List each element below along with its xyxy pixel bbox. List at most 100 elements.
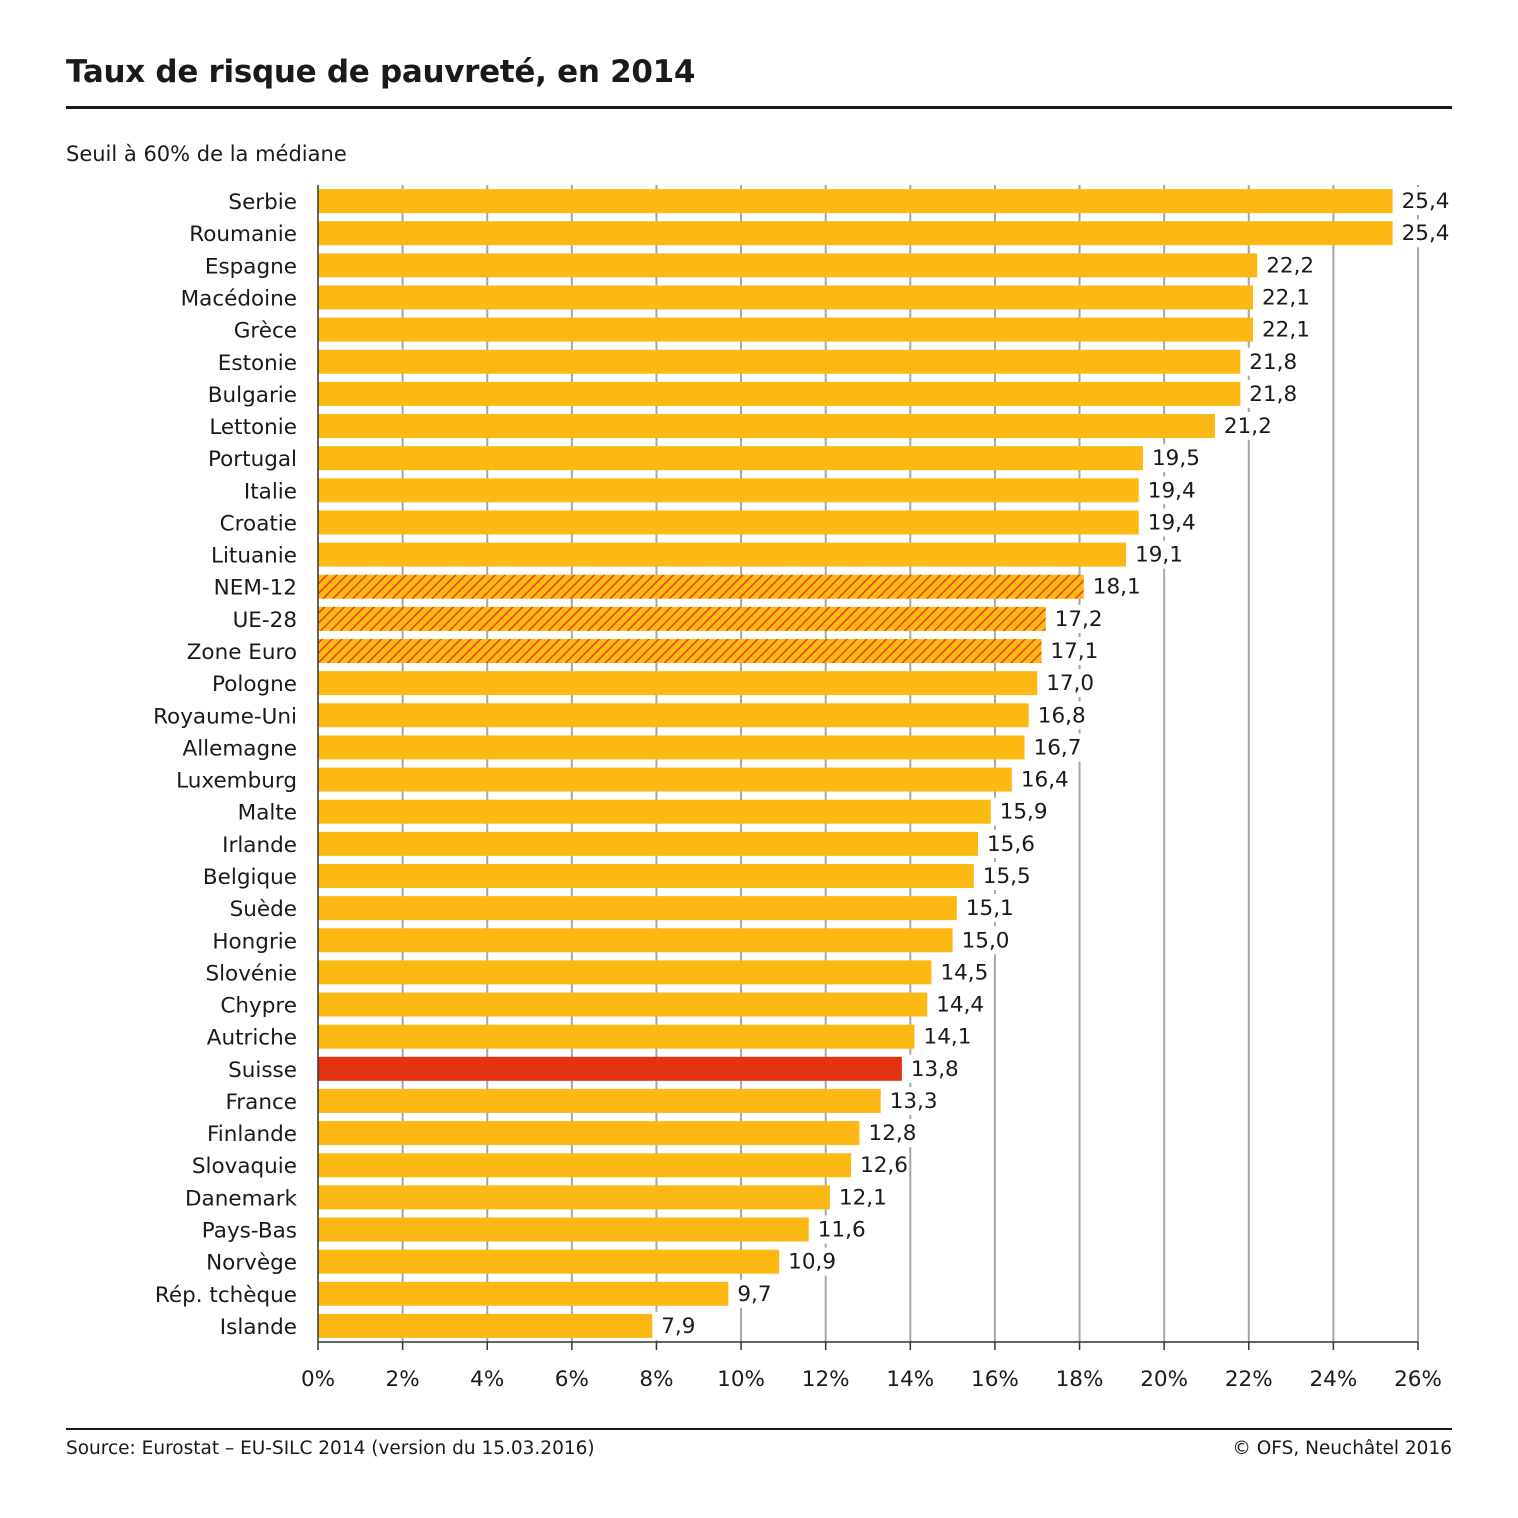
x-tick-label: 20% <box>1140 1367 1188 1392</box>
value-label-bg <box>1029 701 1086 730</box>
bar <box>318 1056 902 1081</box>
category-label: Norvège <box>206 1251 297 1276</box>
bar <box>318 639 1042 664</box>
category-label: Suisse <box>228 1058 297 1083</box>
category-label: Belgique <box>203 865 297 890</box>
value-label: 19,4 <box>1148 510 1196 535</box>
bar <box>318 349 1241 374</box>
category-label: Luxemburg <box>176 769 297 794</box>
value-label-bg <box>979 829 1035 858</box>
value-labels: 25,4 25,4 22,2 22,1 22,1 21,8 21,8 21,2 19,5 19,4… <box>661 189 1449 1339</box>
category-label: Pologne <box>212 672 297 697</box>
value-label: 12,8 <box>869 1121 917 1146</box>
value-label-bg <box>1393 187 1450 216</box>
bar <box>318 1217 809 1242</box>
bar <box>318 253 1258 278</box>
x-tick-label: 4% <box>470 1367 504 1392</box>
bar <box>318 189 1393 214</box>
bar <box>318 221 1393 246</box>
x-axis: 0% 2% 4% 6% 8% 10% 12% 14% 16% 18% 20% 22% 24% 26% <box>301 185 1442 1392</box>
category-label: Autriche <box>207 1026 297 1051</box>
bar <box>318 1249 780 1274</box>
value-label-bg <box>974 861 1031 890</box>
value-label-bg <box>1254 315 1310 344</box>
value-label: 22,1 <box>1262 318 1310 343</box>
category-label: Lettonie <box>209 415 297 440</box>
value-label: 15,0 <box>962 928 1010 953</box>
x-tick-label: 22% <box>1225 1367 1273 1392</box>
value-label: 10,9 <box>788 1250 836 1275</box>
bar <box>318 606 1046 631</box>
category-labels: Serbie Roumanie Espagne Macédoine Grèce Eston… <box>153 190 297 1340</box>
value-label-bg <box>932 958 989 987</box>
category-label: Chypre <box>220 994 297 1019</box>
bars <box>318 187 1450 1340</box>
value-label: 9,7 <box>737 1282 771 1307</box>
value-label: 15,1 <box>966 896 1014 921</box>
bar <box>318 317 1253 342</box>
bar <box>318 510 1139 535</box>
x-tick-label: 18% <box>1056 1367 1104 1392</box>
value-label-bg <box>1139 508 1196 537</box>
value-label-bg <box>953 926 1010 955</box>
value-label-bg <box>1393 219 1450 248</box>
value-label: 22,1 <box>1262 285 1310 310</box>
x-tick-label: 10% <box>717 1367 765 1392</box>
value-label: 25,4 <box>1402 189 1450 214</box>
value-label-bg <box>860 1119 917 1148</box>
category-label: Malte <box>238 801 297 826</box>
value-label: 19,5 <box>1152 446 1200 471</box>
value-label: 11,6 <box>818 1218 866 1243</box>
value-label: 14,1 <box>924 1025 972 1050</box>
value-label: 13,3 <box>890 1089 938 1114</box>
x-tick-label: 6% <box>555 1367 589 1392</box>
category-label: Irlande <box>222 833 297 858</box>
bar <box>318 1281 729 1306</box>
x-tick-label: 8% <box>639 1367 673 1392</box>
category-label: Allemagne <box>182 736 297 761</box>
category-label: Espagne <box>205 254 297 279</box>
bar <box>318 478 1139 503</box>
bar <box>318 542 1127 567</box>
value-label-bg <box>809 1215 866 1244</box>
value-label-bg <box>1241 347 1298 376</box>
category-label: Portugal <box>208 447 297 472</box>
value-label-bg <box>1144 444 1200 473</box>
x-tick-label: 26% <box>1394 1367 1442 1392</box>
bar <box>318 671 1038 696</box>
category-label: Bulgarie <box>208 383 297 408</box>
value-label: 12,1 <box>839 1185 887 1210</box>
value-label: 15,9 <box>1000 800 1048 825</box>
x-tick-label: 12% <box>802 1367 850 1392</box>
bar <box>318 446 1143 471</box>
value-label-bg <box>881 1086 938 1115</box>
value-label-bg <box>852 1151 909 1180</box>
footer-rule <box>66 1428 1452 1430</box>
value-label: 18,1 <box>1093 575 1141 600</box>
value-label: 16,4 <box>1021 768 1069 793</box>
bar <box>318 703 1029 728</box>
chart-title: Taux de risque de pauvreté, en 2014 <box>66 54 696 90</box>
value-label: 17,1 <box>1050 639 1098 664</box>
value-label: 16,8 <box>1038 703 1086 728</box>
category-label: Croatie <box>220 511 297 536</box>
category-label: Danemark <box>185 1186 298 1211</box>
value-label-bg <box>1258 251 1315 280</box>
category-label: Macédoine <box>181 286 297 311</box>
value-label-bg <box>1025 733 1082 762</box>
category-label: Zone Euro <box>187 640 297 665</box>
bar <box>318 992 928 1017</box>
value-label: 21,8 <box>1249 350 1297 375</box>
bar <box>318 1121 860 1146</box>
bar <box>318 735 1025 760</box>
value-label-bg <box>1046 604 1103 633</box>
category-label: Suède <box>230 897 297 922</box>
category-label: Rép. tchèque <box>155 1283 297 1308</box>
value-label: 16,7 <box>1034 735 1082 760</box>
value-label-bg <box>957 894 1014 923</box>
bar <box>318 1024 915 1049</box>
value-label: 15,6 <box>987 832 1035 857</box>
value-label-bg <box>1127 540 1184 569</box>
value-label-bg <box>1084 572 1141 601</box>
